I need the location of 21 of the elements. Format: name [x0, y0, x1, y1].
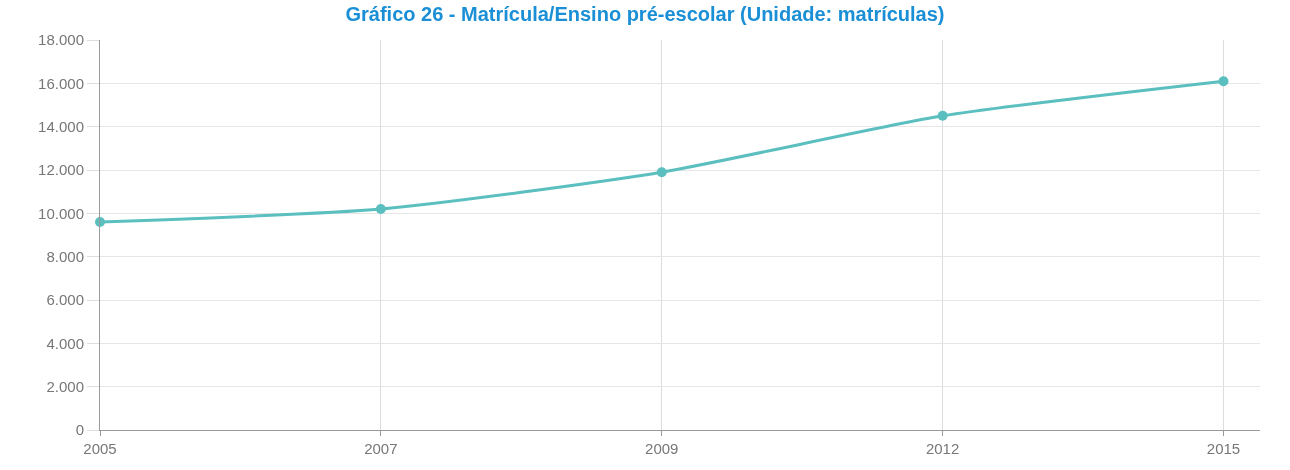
y-tick-label: 18.000: [38, 31, 84, 49]
point: [1218, 76, 1229, 87]
x-tick-label: 2012: [925, 440, 960, 457]
point: [937, 110, 948, 121]
point: [375, 204, 386, 214]
y-tick-label: 14.000: [38, 117, 84, 135]
x-tick-label: 2015: [1206, 440, 1241, 457]
x-tick-label: 2005: [83, 440, 117, 457]
point: [656, 167, 667, 178]
point: [95, 217, 105, 227]
y-tick-label: 4.000: [46, 334, 84, 352]
chart-title: Gráfico 26 - Matrícula/Ensino pré-escolar (Unidade: matrículas): [345, 3, 945, 26]
y-tick-label: 0: [75, 421, 84, 439]
y-tick-label: 8.000: [46, 247, 84, 265]
y-tick-label: 6.000: [46, 291, 84, 309]
x-tick-label: 2009: [645, 440, 679, 457]
y-tick-label: 16.000: [38, 74, 84, 92]
y-tick-label: 12.000: [38, 161, 84, 179]
x-tick-label: 2007: [364, 440, 398, 457]
y-tick-label: 10.000: [38, 204, 84, 222]
y-tick-label: 2.000: [46, 377, 84, 395]
